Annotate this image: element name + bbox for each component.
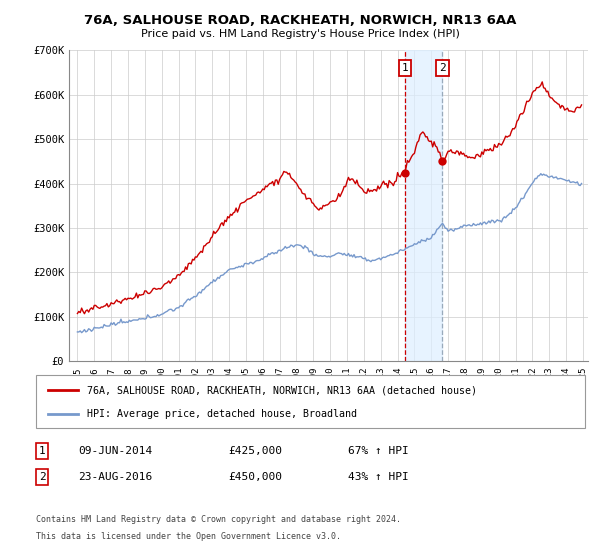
Bar <box>405 50 442 361</box>
Text: 1: 1 <box>401 63 409 73</box>
Text: 76A, SALHOUSE ROAD, RACKHEATH, NORWICH, NR13 6AA: 76A, SALHOUSE ROAD, RACKHEATH, NORWICH, … <box>84 14 516 27</box>
Text: Price paid vs. HM Land Registry's House Price Index (HPI): Price paid vs. HM Land Registry's House … <box>140 29 460 39</box>
Text: 1: 1 <box>38 446 46 456</box>
Text: 76A, SALHOUSE ROAD, RACKHEATH, NORWICH, NR13 6AA (detached house): 76A, SALHOUSE ROAD, RACKHEATH, NORWICH, … <box>87 385 477 395</box>
Text: 23-AUG-2016: 23-AUG-2016 <box>78 472 152 482</box>
Text: £450,000: £450,000 <box>228 472 282 482</box>
Text: 67% ↑ HPI: 67% ↑ HPI <box>348 446 409 456</box>
Text: 43% ↑ HPI: 43% ↑ HPI <box>348 472 409 482</box>
Text: 09-JUN-2014: 09-JUN-2014 <box>78 446 152 456</box>
Text: 2: 2 <box>439 63 445 73</box>
Text: This data is licensed under the Open Government Licence v3.0.: This data is licensed under the Open Gov… <box>36 532 341 541</box>
Text: £425,000: £425,000 <box>228 446 282 456</box>
Text: Contains HM Land Registry data © Crown copyright and database right 2024.: Contains HM Land Registry data © Crown c… <box>36 515 401 524</box>
Text: 2: 2 <box>38 472 46 482</box>
Text: HPI: Average price, detached house, Broadland: HPI: Average price, detached house, Broa… <box>87 408 357 418</box>
